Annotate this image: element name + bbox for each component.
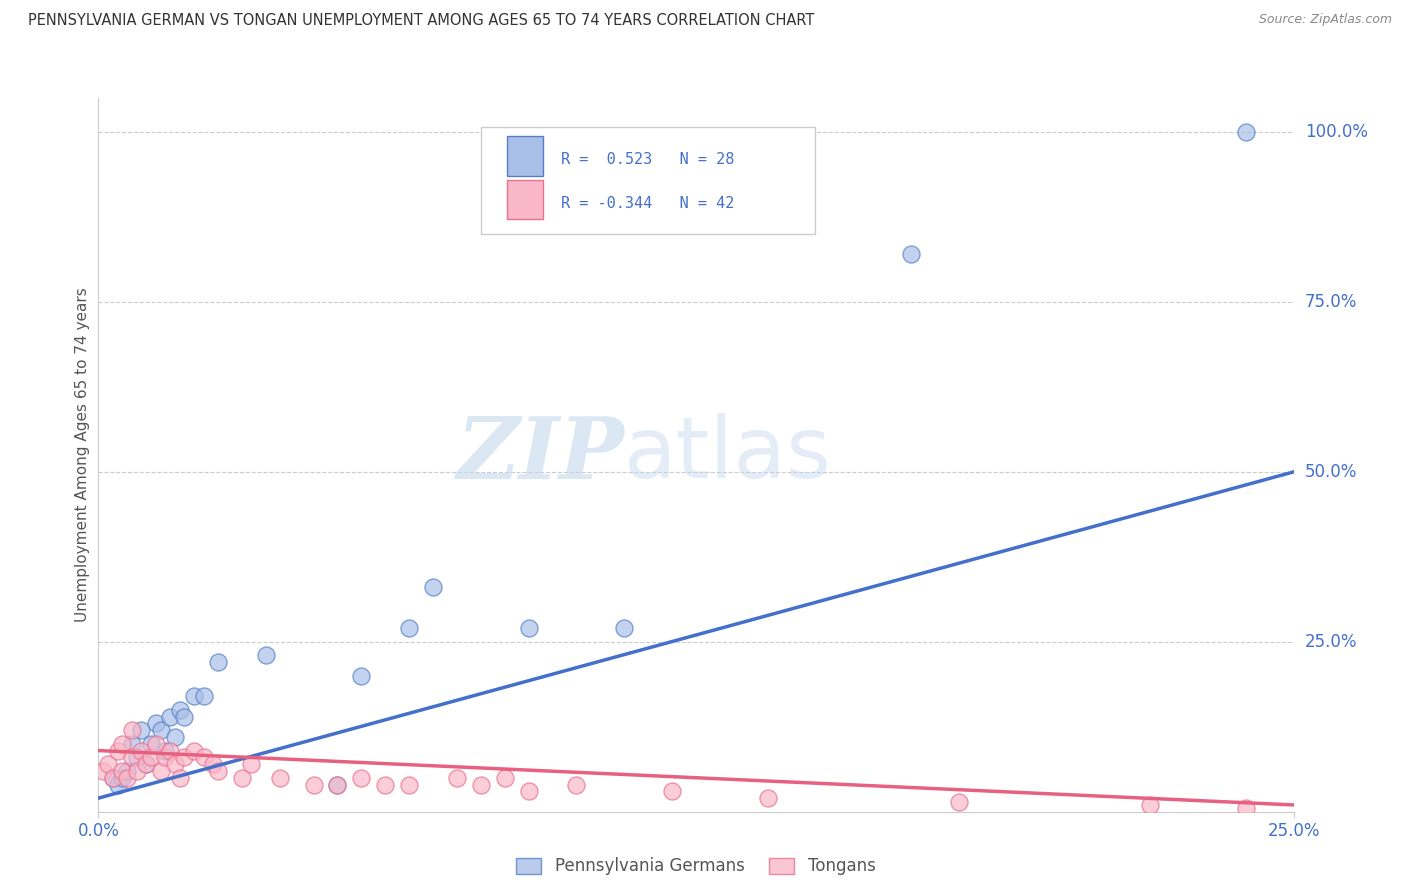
Point	[131, 723, 153, 738]
Point	[470, 778, 492, 792]
Legend: Pennsylvania Germans, Tongans: Pennsylvania Germans, Tongans	[509, 851, 883, 882]
Text: ZIP: ZIP	[457, 413, 624, 497]
Point	[231, 771, 253, 785]
Point	[565, 778, 588, 792]
Point	[111, 737, 134, 751]
Text: R = -0.344   N = 42: R = -0.344 N = 42	[561, 196, 734, 211]
FancyBboxPatch shape	[508, 180, 543, 219]
Point	[1234, 125, 1257, 139]
Point	[115, 771, 138, 785]
Point	[101, 771, 124, 785]
Point	[269, 771, 291, 785]
Point	[1139, 797, 1161, 812]
Point	[254, 648, 277, 663]
Point	[97, 757, 120, 772]
Point	[159, 709, 181, 723]
Point	[446, 771, 468, 785]
Point	[111, 764, 134, 778]
Point	[145, 737, 167, 751]
Point	[135, 757, 157, 772]
Text: 75.0%: 75.0%	[1305, 293, 1357, 311]
Point	[326, 778, 349, 792]
Point	[139, 750, 162, 764]
Text: PENNSYLVANIA GERMAN VS TONGAN UNEMPLOYMENT AMONG AGES 65 TO 74 YEARS CORRELATION: PENNSYLVANIA GERMAN VS TONGAN UNEMPLOYME…	[28, 13, 814, 29]
Point	[661, 784, 683, 798]
Point	[494, 771, 516, 785]
FancyBboxPatch shape	[508, 136, 543, 176]
Point	[149, 723, 172, 738]
Point	[125, 750, 148, 764]
Point	[183, 689, 205, 703]
Point	[121, 723, 143, 738]
Point	[756, 791, 779, 805]
Point	[115, 764, 138, 778]
Point	[145, 716, 167, 731]
Text: 50.0%: 50.0%	[1305, 463, 1357, 481]
FancyBboxPatch shape	[481, 127, 815, 234]
Point	[121, 737, 143, 751]
Point	[302, 778, 325, 792]
Point	[350, 669, 373, 683]
Point	[135, 757, 157, 772]
Point	[207, 655, 229, 669]
Point	[202, 757, 225, 772]
Point	[613, 621, 636, 635]
Point	[107, 778, 129, 792]
Point	[374, 778, 396, 792]
Point	[125, 764, 148, 778]
Point	[326, 778, 349, 792]
Point	[183, 743, 205, 757]
Text: 25.0%: 25.0%	[1305, 632, 1357, 651]
Point	[240, 757, 263, 772]
Point	[173, 709, 195, 723]
Point	[948, 795, 970, 809]
Point	[163, 730, 186, 744]
Point	[422, 581, 444, 595]
Point	[121, 750, 143, 764]
Point	[101, 771, 124, 785]
Point	[207, 764, 229, 778]
Point	[173, 750, 195, 764]
Point	[111, 771, 134, 785]
Point	[107, 743, 129, 757]
Point	[169, 771, 191, 785]
Text: 100.0%: 100.0%	[1305, 123, 1368, 141]
Point	[169, 703, 191, 717]
Point	[163, 757, 186, 772]
Point	[350, 771, 373, 785]
Point	[193, 689, 215, 703]
Text: Source: ZipAtlas.com: Source: ZipAtlas.com	[1258, 13, 1392, 27]
Point	[1234, 801, 1257, 815]
Point	[398, 778, 420, 792]
Point	[131, 743, 153, 757]
Y-axis label: Unemployment Among Ages 65 to 74 years: Unemployment Among Ages 65 to 74 years	[75, 287, 90, 623]
Point	[900, 247, 922, 261]
Point	[398, 621, 420, 635]
Point	[139, 737, 162, 751]
Point	[517, 621, 540, 635]
Point	[155, 750, 177, 764]
Point	[155, 743, 177, 757]
Point	[193, 750, 215, 764]
Text: atlas: atlas	[624, 413, 832, 497]
Point	[91, 764, 114, 778]
Point	[517, 784, 540, 798]
Text: R =  0.523   N = 28: R = 0.523 N = 28	[561, 153, 734, 168]
Point	[159, 743, 181, 757]
Point	[149, 764, 172, 778]
